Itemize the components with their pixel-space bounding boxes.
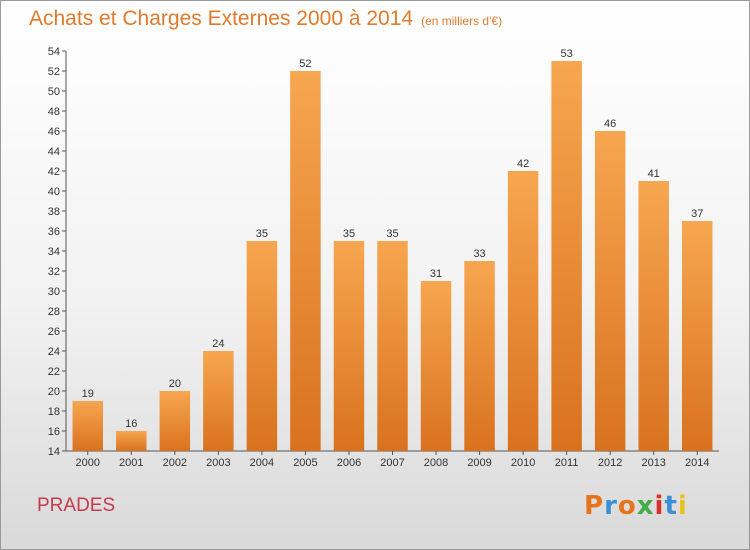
- x-tick-label: 2010: [511, 457, 535, 469]
- bar: [159, 391, 191, 451]
- logo-letter: P: [584, 491, 605, 521]
- y-tick-label: 16: [48, 426, 60, 438]
- bar: [681, 221, 713, 451]
- bar-value-label: 53: [561, 48, 573, 60]
- bar-value-label: 20: [169, 378, 181, 390]
- bar: [507, 171, 539, 451]
- bar: [594, 131, 626, 451]
- chart-bars: 19 16 20 24 35 52 35 35 31 33 42 53 46 41 37: [72, 48, 713, 451]
- x-tick-label: 2012: [598, 457, 622, 469]
- y-tick-label: 28: [48, 306, 60, 318]
- bar-value-label: 33: [473, 248, 485, 260]
- bar-value-label: 24: [212, 338, 224, 350]
- y-tick-label: 44: [48, 146, 60, 158]
- y-tick-label: 38: [48, 206, 60, 218]
- y-tick-label: 34: [48, 246, 60, 258]
- logo-letter: t: [664, 491, 678, 521]
- x-tick-label: 2006: [337, 457, 361, 469]
- bar-value-label: 42: [517, 158, 529, 170]
- logo-letter: i: [654, 491, 665, 521]
- bar: [290, 71, 321, 451]
- y-tick-label: 26: [48, 326, 60, 338]
- y-tick-label: 52: [48, 66, 60, 78]
- bar-value-label: 41: [648, 168, 660, 180]
- x-tick-label: 2009: [467, 457, 491, 469]
- logo-letter: x: [636, 491, 655, 521]
- y-tick-label: 40: [48, 186, 60, 198]
- y-tick-label: 42: [48, 166, 60, 178]
- bar: [72, 401, 104, 451]
- bar-value-label: 35: [256, 228, 268, 240]
- bar: [203, 351, 234, 451]
- y-tick-label: 20: [48, 386, 60, 398]
- y-tick-label: 48: [48, 106, 60, 118]
- y-tick-label: 14: [48, 446, 60, 458]
- x-tick-label: 2004: [250, 457, 274, 469]
- y-tick-label: 22: [48, 366, 60, 378]
- y-tick-label: 30: [48, 286, 60, 298]
- bar: [420, 281, 452, 451]
- logo-letter: r: [604, 491, 618, 521]
- bar: [464, 261, 495, 451]
- y-tick-label: 46: [48, 126, 60, 138]
- bar-value-label: 37: [691, 208, 703, 220]
- y-tick-label: 24: [48, 346, 60, 358]
- bar-value-label: 46: [604, 118, 616, 130]
- bar: [333, 241, 365, 451]
- y-tick-label: 18: [48, 406, 60, 418]
- bar-value-label: 19: [82, 388, 94, 400]
- x-tick-label: 2008: [424, 457, 448, 469]
- chart-subtitle: (en milliers d'€): [421, 14, 503, 28]
- x-tick-label: 2011: [555, 457, 579, 469]
- proxiti-logo: Proxiti: [584, 491, 688, 521]
- bar: [246, 241, 278, 451]
- x-tick-label: 2003: [206, 457, 230, 469]
- chart-title-text: Achats et Charges Externes 2000 à 2014: [29, 7, 414, 30]
- bar-value-label: 52: [299, 58, 311, 70]
- x-tick-label: 2002: [163, 457, 187, 469]
- bar: [638, 181, 669, 451]
- logo-letter: i: [677, 491, 688, 521]
- x-tick-label: 2005: [293, 457, 317, 469]
- bar-value-label: 16: [125, 418, 137, 430]
- y-tick-label: 32: [48, 266, 60, 278]
- bar: [377, 241, 408, 451]
- bar-value-label: 35: [386, 228, 398, 240]
- bar: [551, 61, 582, 451]
- x-tick-label: 2013: [641, 457, 665, 469]
- chart-title: Achats et Charges Externes 2000 à 2014 (e…: [29, 7, 502, 31]
- bar-value-label: 31: [430, 268, 442, 280]
- logo-letter: o: [617, 491, 637, 521]
- x-tick-label: 2001: [119, 457, 143, 469]
- y-tick-label: 54: [48, 46, 60, 58]
- bar: [116, 431, 147, 451]
- y-tick-label: 36: [48, 226, 60, 238]
- bar-value-label: 35: [343, 228, 355, 240]
- x-tick-label: 2007: [380, 457, 404, 469]
- commune-name: PRADES: [37, 495, 116, 516]
- y-tick-label: 50: [48, 86, 60, 98]
- x-tick-label: 2000: [76, 457, 100, 469]
- x-tick-label: 2014: [685, 457, 709, 469]
